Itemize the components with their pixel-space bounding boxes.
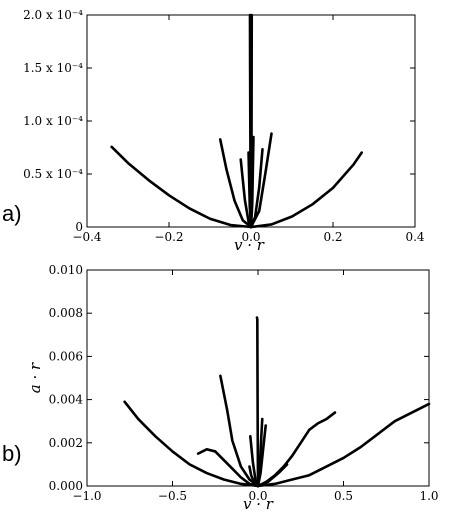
panel-a-ytick-label: 0	[75, 220, 83, 234]
panel-b-ytick-label: 0.002	[49, 436, 83, 450]
panel-a-ytick-label: 2.0 x 10⁻⁴	[23, 8, 83, 22]
panel-a-curve-1	[110, 145, 253, 229]
panel-b-ylabel: a · r	[26, 362, 44, 393]
panel-a-xtick-label: 0.4	[405, 230, 424, 244]
panel-b-xtick-label: 0.0	[248, 489, 267, 503]
panel-b-ytick-label: 0.006	[49, 349, 83, 363]
panel-a-label: a)	[2, 201, 22, 226]
panel-b-xtick-label: −1.0	[72, 489, 101, 503]
panel-a-curve-10	[249, 13, 254, 229]
panel-b-xtick-label: −0.5	[158, 489, 187, 503]
panel-b-curve-1	[123, 400, 260, 488]
panel-b-curve-9	[255, 316, 260, 488]
panel-a-xtick-label: −0.4	[72, 230, 102, 244]
panel-b-ytick-label: 0.000	[49, 479, 83, 493]
panel-b-ytick-label: 0.008	[49, 306, 83, 320]
panel-b-curve-2	[256, 402, 431, 488]
panel-b-curve-3	[196, 447, 260, 488]
panel-a-ytick-label: 1.5 x 10⁻⁴	[23, 61, 83, 75]
panel-b-ytick-label: 0.004	[49, 393, 84, 407]
panel-a-curve-6	[249, 148, 264, 229]
panel-a-xtick-label: 0.0	[241, 230, 260, 244]
panel-b: −1.0 −0.5 0.0 0.5 1.0 0.000 0.002 0.004 0.006 0.0…	[2, 263, 439, 513]
panel-b-curve-11	[248, 465, 260, 488]
panel-a-xtick-label: 0.2	[323, 230, 342, 244]
panel-b-xtick-label: 1.0	[419, 489, 438, 503]
panel-b-curve-10	[256, 463, 289, 488]
panel-a-curve-2	[249, 151, 363, 229]
panel-b-ytick-label: 0.010	[49, 263, 83, 277]
panel-a-xtick-label: −0.2	[154, 230, 183, 244]
panel-a-curve-3	[218, 138, 253, 229]
panel-b-xtick-label: 0.5	[334, 489, 353, 503]
panel-a-ytick-label: 0.5 x 10⁻⁴	[23, 167, 83, 181]
panel-b-curve-5	[219, 374, 260, 488]
panel-b-curve-4	[256, 411, 337, 488]
panel-a-ytick-label: 1.0 x 10⁻⁴	[23, 114, 83, 128]
panel-a: −0.4 −0.2 0.0 0.2 0.4 0 0.5 x 10⁻⁴ 1.0 x 10⁻⁴ 1.…	[2, 8, 425, 254]
panel-b-label: b)	[2, 441, 22, 466]
panel-a-xlabel: v · r	[234, 236, 265, 254]
panel-b-xlabel: v · r	[243, 495, 274, 513]
